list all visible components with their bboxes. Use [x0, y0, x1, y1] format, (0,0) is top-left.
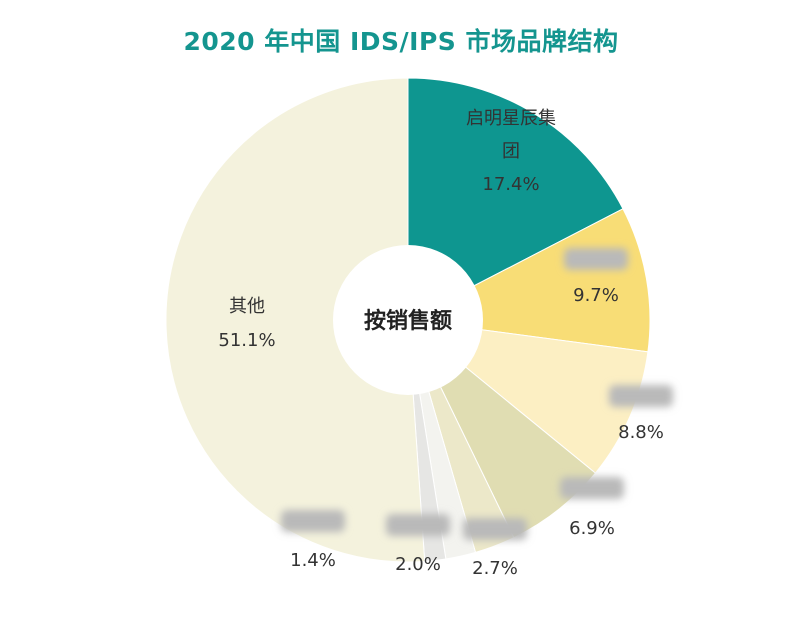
slice-name-redacted	[560, 477, 624, 499]
slice-name-redacted	[281, 510, 345, 532]
pie-slice-1	[407, 77, 624, 321]
slice-value-label: 6.9%	[569, 518, 615, 539]
pie-slice-8	[165, 77, 426, 563]
slice-name-redacted	[609, 385, 673, 407]
slice-name-redacted	[386, 514, 450, 536]
slice-name-label: 团	[502, 141, 520, 162]
center-hole	[333, 245, 483, 395]
slice-value-label: 9.7%	[573, 285, 619, 306]
slice-name-redacted	[564, 248, 628, 270]
slice-name-label: 启明星辰集	[466, 108, 556, 129]
slice-name-label: 其他	[229, 296, 265, 317]
slice-value-label: 1.4%	[290, 550, 336, 571]
center-label: 按销售额	[364, 308, 452, 334]
slice-value-label: 2.7%	[472, 558, 518, 579]
chart-title: 2020 年中国 IDS/IPS 市场品牌结构	[183, 27, 619, 56]
slice-value-label: 8.8%	[618, 422, 664, 443]
slice-value-label: 17.4%	[482, 174, 539, 195]
slice-name-redacted	[463, 518, 527, 540]
slice-value-label: 2.0%	[395, 554, 441, 575]
slice-value-label: 51.1%	[218, 330, 275, 351]
